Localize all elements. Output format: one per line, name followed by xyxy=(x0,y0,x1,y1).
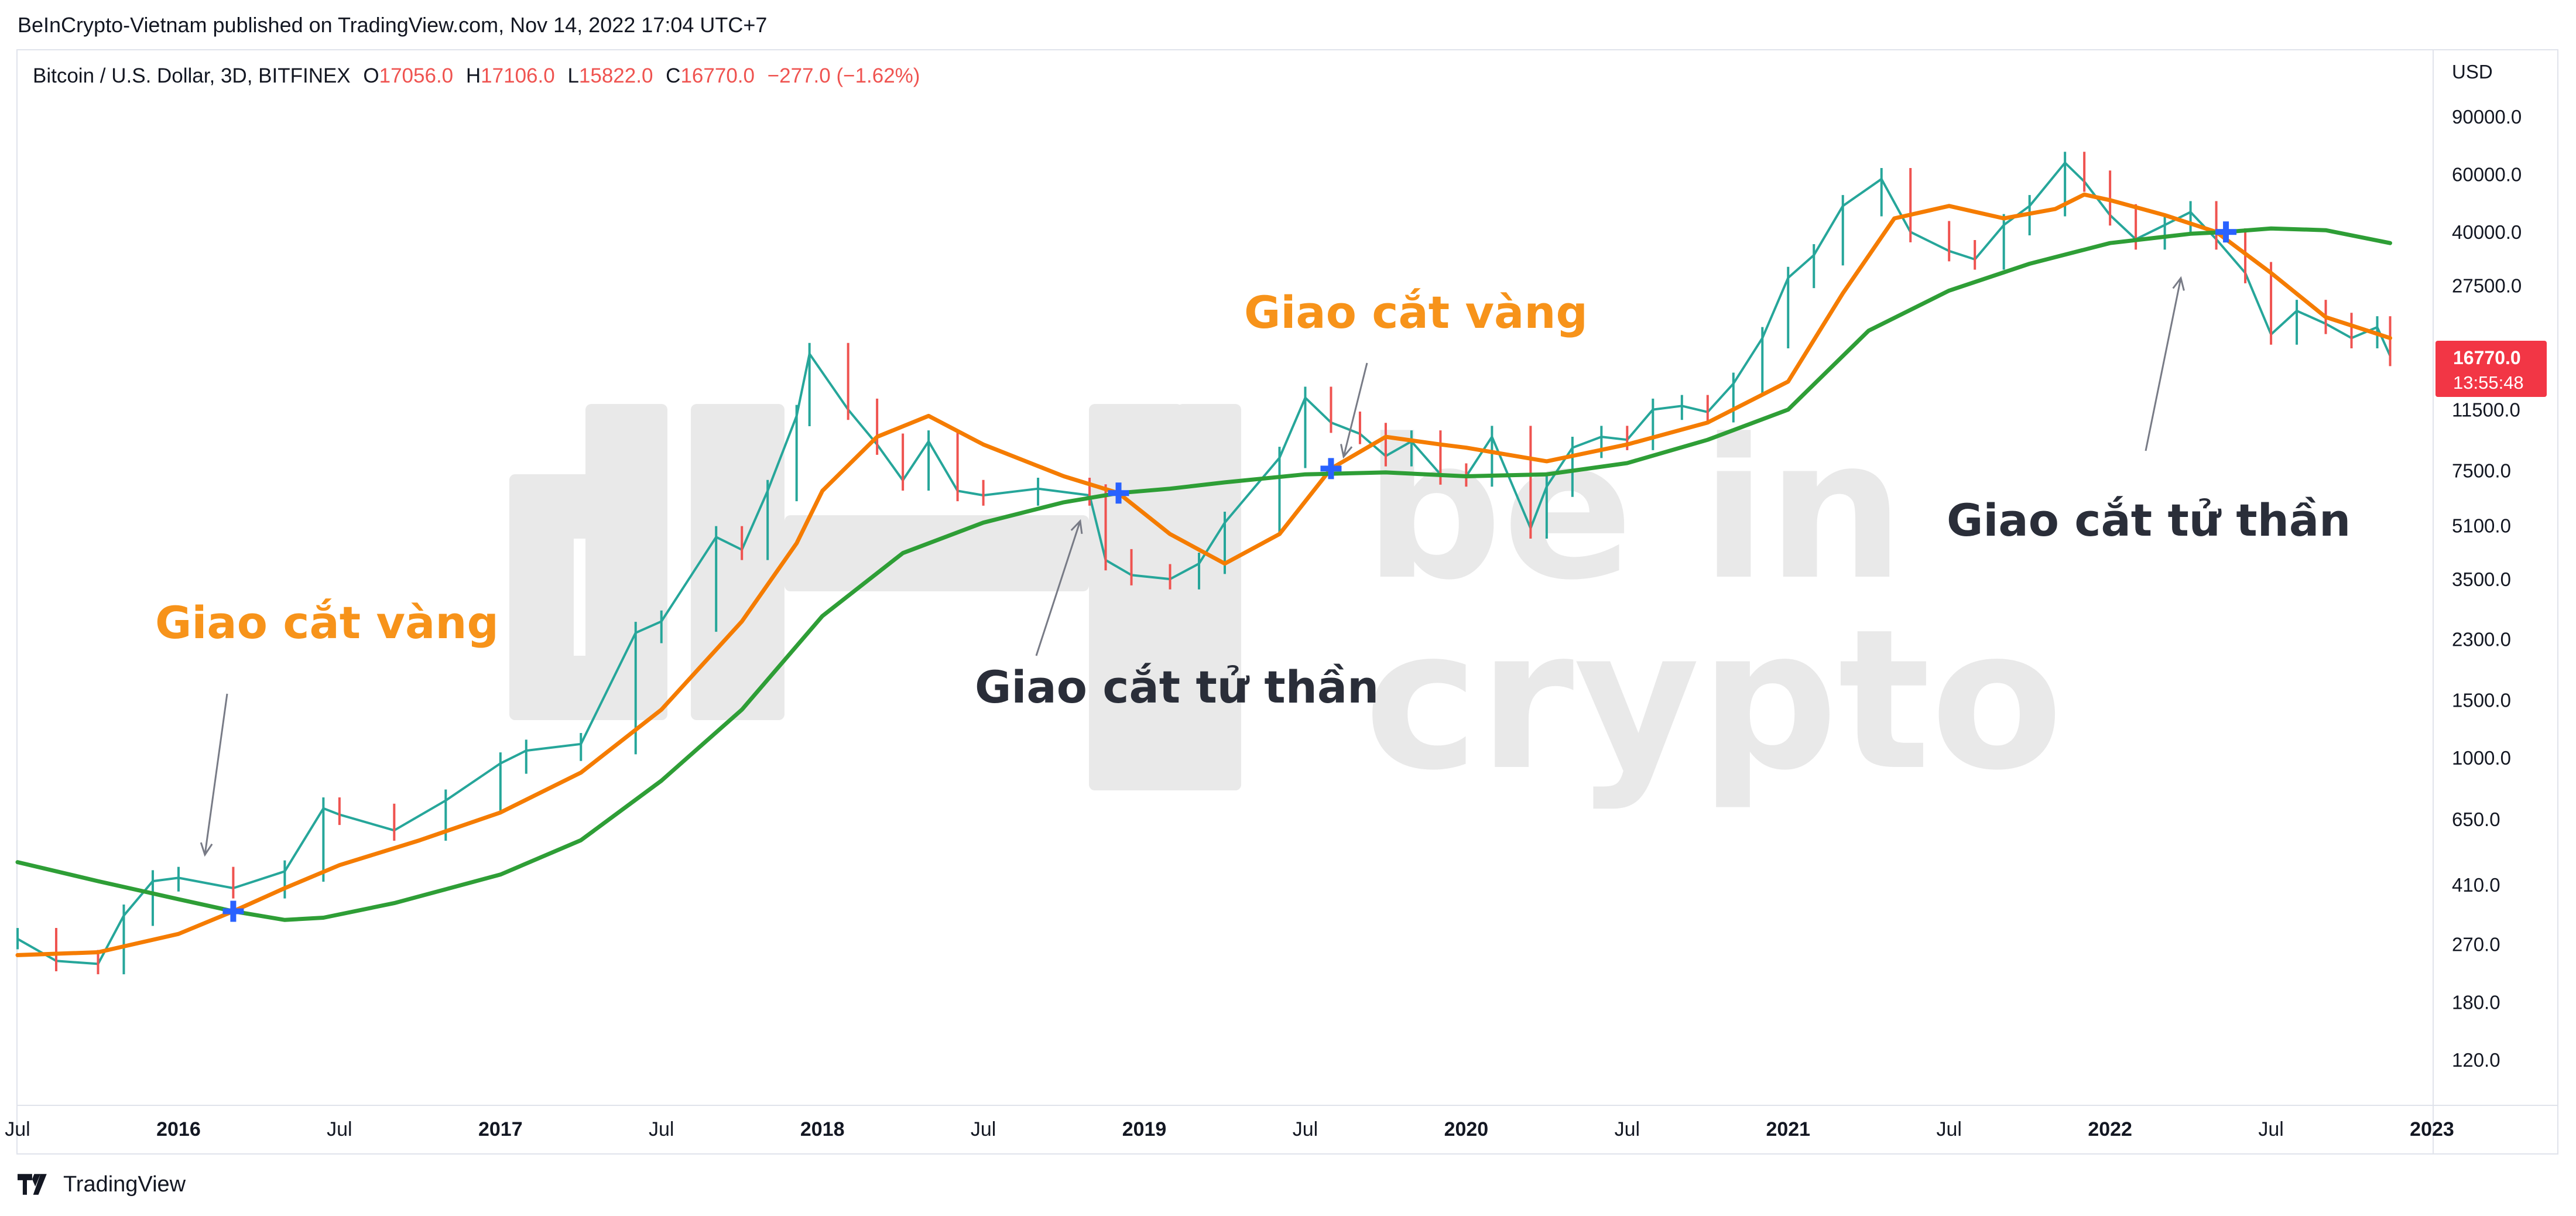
annotation-arrow xyxy=(1342,362,1368,457)
x-tick-label: 2019 xyxy=(1122,1118,1167,1140)
crossover-plus-icon xyxy=(2215,221,2237,243)
legend-low: 15822.0 xyxy=(578,64,653,87)
x-tick-label: Jul xyxy=(2258,1118,2283,1140)
y-tick-label: 90000.0 xyxy=(2452,106,2522,128)
annotation-arrow xyxy=(2145,278,2182,451)
legend-close-key: C xyxy=(666,64,681,87)
symbol-legend[interactable]: Bitcoin / U.S. Dollar, 3D, BITFINEX O170… xyxy=(33,64,920,88)
y-tick-label: 1500.0 xyxy=(2452,689,2511,711)
x-axis-ticks[interactable]: Jul 2016 Jul 2017 Jul 2018 Jul 2019 Jul 2020 Jul 20… xyxy=(5,1118,2454,1140)
legend-low-key: L xyxy=(567,64,579,87)
x-tick-label: Jul xyxy=(1293,1118,1318,1140)
y-tick-label: 120.0 xyxy=(2452,1049,2500,1071)
series-ma-long xyxy=(15,226,2392,922)
y-tick-label: 60000.0 xyxy=(2452,164,2522,186)
y-axis-ticks[interactable]: 90000.0 60000.0 40000.0 27500.0 11500.0 7500.… xyxy=(2452,106,2522,1071)
footer[interactable]: TradingView xyxy=(18,1170,186,1199)
x-tick-label: 2022 xyxy=(2088,1118,2132,1140)
series-ma-short xyxy=(15,192,2392,957)
legend-close: 16770.0 xyxy=(680,64,755,87)
y-tick-label: 180.0 xyxy=(2452,991,2500,1013)
current-price-badge: 16770.0 13:55:48 xyxy=(2435,341,2547,397)
crossover-plus-icon xyxy=(1108,482,1129,504)
watermark-logo: be in crypto xyxy=(509,398,2063,813)
legend-symbol: Bitcoin / U.S. Dollar, 3D, BITFINEX xyxy=(33,64,351,87)
x-tick-label: Jul xyxy=(5,1118,30,1140)
y-tick-label: 7500.0 xyxy=(2452,460,2511,482)
price-badge-price: 16770.0 xyxy=(2453,347,2521,368)
x-tick-label: Jul xyxy=(649,1118,674,1140)
annotation-arrowhead-icon xyxy=(1070,519,1083,535)
annotation-label: Giao cắt vàng xyxy=(1244,286,1588,338)
annotation-arrow xyxy=(204,693,228,855)
x-tick-label: 2016 xyxy=(156,1118,201,1140)
publish-attribution: BeInCrypto-Vietnam published on TradingV… xyxy=(18,13,768,37)
annotation-arrowhead-icon xyxy=(2172,276,2185,291)
crossover-markers xyxy=(222,221,2237,922)
price-badge-countdown: 13:55:48 xyxy=(2453,372,2524,393)
annotation-label: Giao cắt tử thần xyxy=(975,661,1379,713)
x-tick-label: Jul xyxy=(327,1118,352,1140)
y-tick-label: 650.0 xyxy=(2452,809,2500,830)
y-tick-label: 3500.0 xyxy=(2452,568,2511,590)
series-layer xyxy=(15,152,2392,975)
annotation-layer: Giao cắt vàng Giao cắt tử thần Giao cắt và… xyxy=(155,276,2351,857)
price-badge-background xyxy=(2435,341,2547,397)
y-tick-label: 1000.0 xyxy=(2452,747,2511,769)
y-tick-label: 410.0 xyxy=(2452,874,2500,896)
y-tick-label: 40000.0 xyxy=(2452,221,2522,243)
watermark-block-n-left xyxy=(691,404,785,720)
y-tick-label: 270.0 xyxy=(2452,934,2500,955)
footer-brand: TradingView xyxy=(63,1172,186,1197)
legend-high-key: H xyxy=(465,64,481,87)
legend-change: −277.0 (−1.62%) xyxy=(767,64,920,87)
watermark-bracket-right-bar xyxy=(1177,404,1241,790)
y-tick-label: 11500.0 xyxy=(2452,399,2520,421)
x-tick-label: Jul xyxy=(1936,1118,1961,1140)
watermark-text-bottom: crypto xyxy=(1364,588,2063,813)
tradingview-logo-icon xyxy=(18,1174,47,1195)
x-tick-label: 2020 xyxy=(1444,1118,1489,1140)
annotation-arrowhead-icon xyxy=(1340,444,1353,459)
x-tick-label: 2017 xyxy=(478,1118,523,1140)
x-tick-label: 2018 xyxy=(800,1118,845,1140)
crossover-plus-icon xyxy=(1320,458,1342,479)
x-tick-label: Jul xyxy=(1615,1118,1640,1140)
chart-frame[interactable] xyxy=(16,49,2558,1155)
watermark-text-top: be in xyxy=(1364,398,1904,622)
legend-open-key: O xyxy=(363,64,379,87)
watermark-block-i xyxy=(585,404,667,720)
price-axis-unit: USD xyxy=(2452,61,2493,83)
annotation-arrowhead-icon xyxy=(200,842,213,857)
annotation-label: Giao cắt vàng xyxy=(155,597,499,649)
x-tick-label: 2023 xyxy=(2410,1118,2454,1140)
y-tick-label: 27500.0 xyxy=(2452,275,2522,296)
x-tick-label: Jul xyxy=(971,1118,996,1140)
annotation-arrow xyxy=(1035,520,1081,656)
legend-open: 17056.0 xyxy=(379,64,454,87)
annotation-label: Giao cắt tử thần xyxy=(1947,494,2351,546)
y-tick-label: 2300.0 xyxy=(2452,628,2511,650)
y-tick-label: 5100.0 xyxy=(2452,515,2511,536)
watermark-block-n-mid xyxy=(785,515,1089,591)
crossover-plus-icon xyxy=(222,900,244,922)
x-tick-label: 2021 xyxy=(1766,1118,1810,1140)
legend-high: 17106.0 xyxy=(481,64,555,87)
